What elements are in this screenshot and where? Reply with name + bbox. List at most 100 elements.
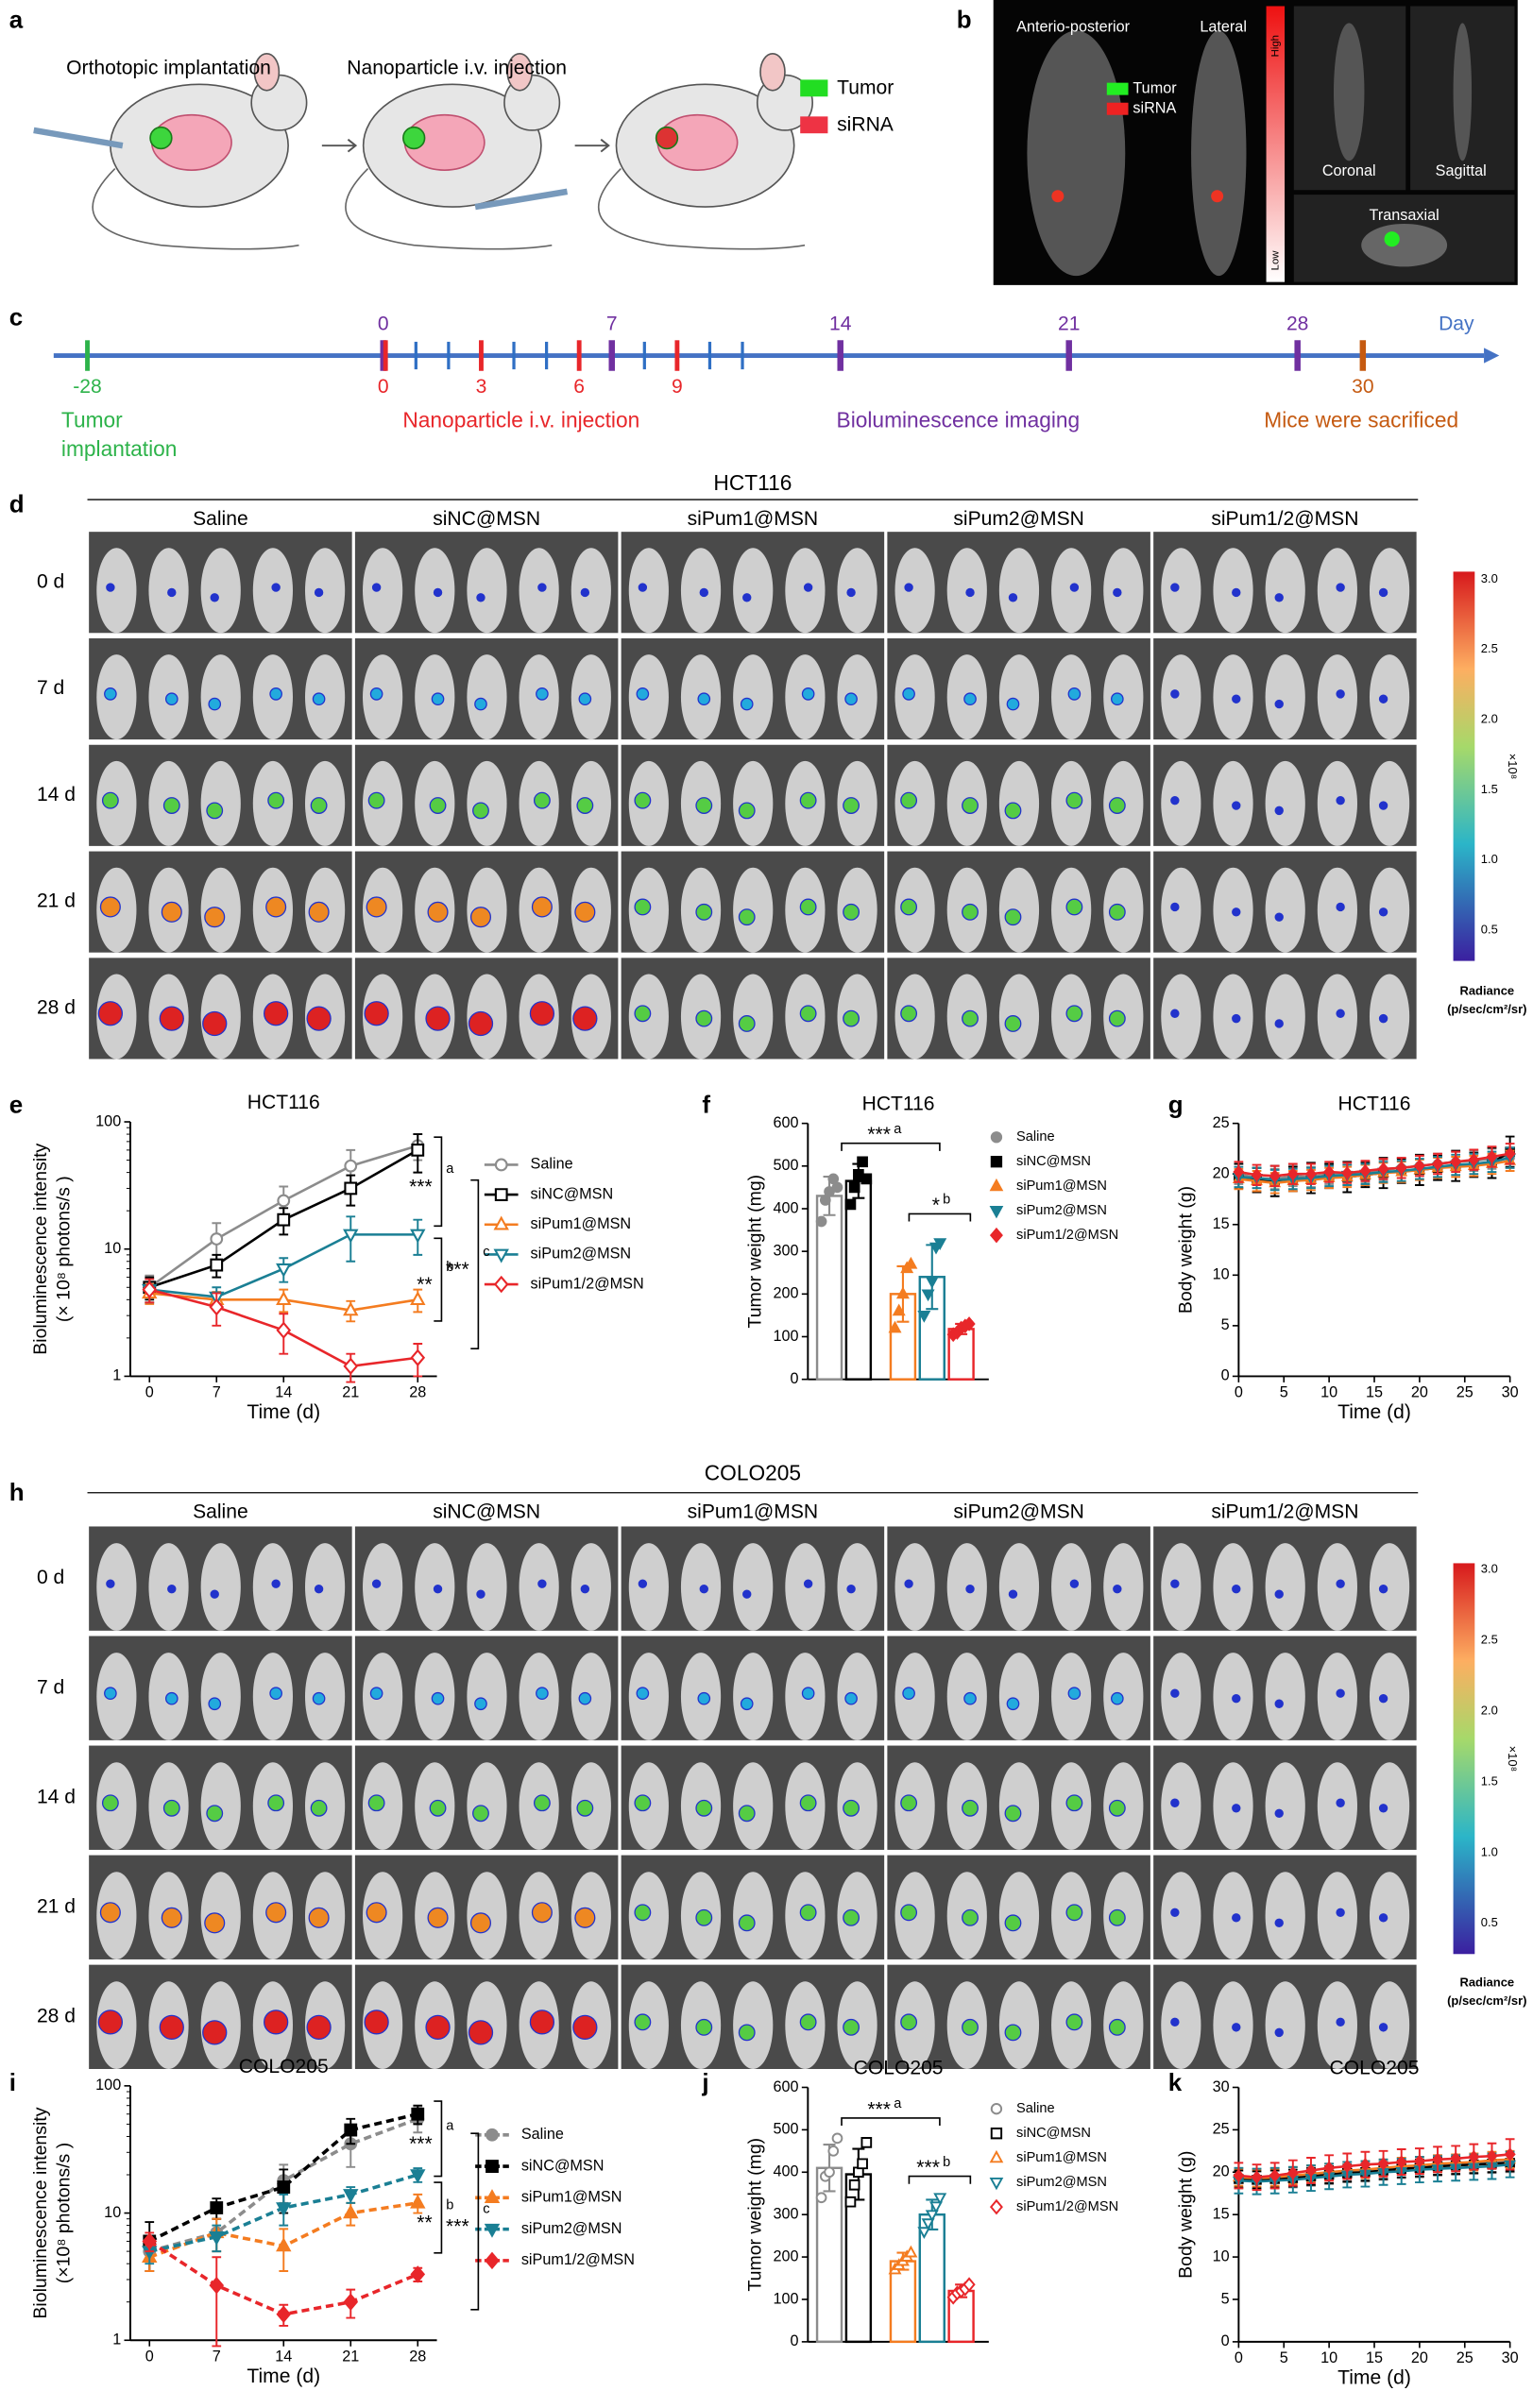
data-point: [904, 1256, 918, 1269]
bli-signal: [843, 903, 860, 921]
y-tick-label: 600: [774, 1114, 799, 1131]
bli-signal: [204, 1912, 226, 1934]
data-point: [824, 2166, 835, 2179]
data-point: [827, 1173, 840, 1185]
mouse: [304, 654, 346, 740]
mouse: [1369, 548, 1410, 634]
mouse: [1161, 974, 1201, 1060]
bli-signal: [962, 797, 979, 814]
colorbar-label: (p/sec/cm²/sr): [1447, 1002, 1526, 1016]
bli-signal: [900, 1794, 918, 1812]
mouse: [96, 548, 137, 634]
bli-signal: [695, 903, 713, 921]
chart-title: COLO205: [854, 2058, 944, 2079]
bli-signal: [1170, 1798, 1180, 1807]
data-point: [1269, 1169, 1281, 1183]
colorbar-tick-label: 2.5: [1481, 1632, 1498, 1646]
group-label: siPum1/2@MSN: [1211, 1501, 1358, 1522]
chart-title: COLO205: [1330, 2058, 1420, 2079]
signal: [1384, 231, 1400, 247]
data-point: [1323, 1164, 1336, 1179]
group-label: Saline: [193, 508, 248, 530]
mouse: [628, 548, 669, 634]
bli-signal: [469, 907, 492, 928]
bli-signal: [799, 1005, 817, 1023]
bli-signal: [208, 1697, 222, 1711]
group-label: siPum1@MSN: [688, 508, 819, 530]
bli-signal: [310, 1799, 328, 1817]
data-point: [844, 2196, 857, 2208]
mouse: [1161, 654, 1201, 740]
mouse: [1369, 1981, 1410, 2070]
bli-signal: [799, 1794, 817, 1812]
panel-label: k: [1168, 2068, 1183, 2096]
bli-signal: [962, 903, 979, 921]
mouse: [998, 1543, 1040, 1631]
bli-signal: [634, 791, 652, 809]
bli-signal: [572, 2014, 598, 2041]
data-point: [933, 2193, 947, 2206]
y-tick-label: 15: [1213, 1215, 1230, 1232]
legend-marker: [990, 1131, 1003, 1144]
y-tick-label: 500: [774, 2121, 799, 2138]
legend-marker: [485, 2160, 499, 2173]
mouse: [1161, 1653, 1201, 1740]
x-tick-label: 7: [213, 1384, 221, 1401]
panel-label: d: [9, 489, 25, 517]
bli-signal: [206, 1805, 224, 1823]
bli-signal: [1069, 1579, 1080, 1588]
bli-signal: [1006, 697, 1020, 711]
bli-signal: [843, 1799, 860, 1817]
bli-signal: [469, 1912, 492, 1934]
bli-signal: [1274, 805, 1284, 816]
x-axis-label: Time (d): [1337, 2366, 1411, 2388]
bli-signal: [1274, 1019, 1284, 1028]
significance-letter: c: [483, 1245, 489, 1260]
bli-signal: [1111, 692, 1124, 706]
mouse: [200, 654, 241, 740]
y-tick-label: 25: [1213, 1114, 1230, 1131]
data-point: [410, 1291, 426, 1306]
bli-signal: [900, 791, 918, 809]
bracket: [434, 2100, 443, 2178]
significance-letter: b: [446, 2197, 453, 2213]
bli-signal: [963, 692, 977, 706]
y-tick-label: 1: [112, 2332, 121, 2349]
bli-signal: [99, 1902, 121, 1924]
data-point: [410, 2169, 426, 2184]
colorbar-tick-label: 3.0: [1481, 1561, 1498, 1575]
mouse: [998, 654, 1040, 740]
data-point: [904, 2245, 918, 2258]
mouse: [363, 1543, 403, 1631]
data-point: [277, 2180, 291, 2194]
mouse: [1265, 867, 1305, 953]
bli-signal: [1065, 2013, 1083, 2031]
x-tick-label: 10: [1320, 2349, 1337, 2366]
bli-signal: [1170, 689, 1180, 699]
data-point: [1486, 2149, 1498, 2163]
bli-signal: [472, 802, 489, 820]
legend-marker: [484, 2189, 501, 2204]
bli-signal: [636, 1687, 650, 1701]
bli-signal: [310, 797, 328, 814]
bli-signal: [1378, 1694, 1388, 1704]
data-point: [1233, 1164, 1245, 1179]
mouse: [571, 548, 611, 634]
mouse-tail: [92, 167, 299, 250]
mouse: [998, 974, 1040, 1060]
y-tick-label: 100: [95, 1112, 121, 1129]
bli-signal: [634, 1904, 652, 1922]
bli-signal: [803, 583, 813, 592]
mouse: [894, 1543, 935, 1631]
mouse: [998, 548, 1040, 634]
data-point: [819, 1195, 831, 1206]
bli-signal: [740, 1697, 754, 1711]
colorbar-tick-label: 2.0: [1481, 1703, 1498, 1717]
data-point: [276, 1263, 292, 1278]
group-label: siNC@MSN: [433, 508, 540, 530]
mouse-ear: [759, 52, 786, 92]
mouse: [998, 1981, 1040, 2070]
data-point: [1468, 2149, 1480, 2164]
colorbar-tick-label: 1.5: [1481, 782, 1498, 796]
day-label: 21 d: [37, 1895, 76, 1917]
